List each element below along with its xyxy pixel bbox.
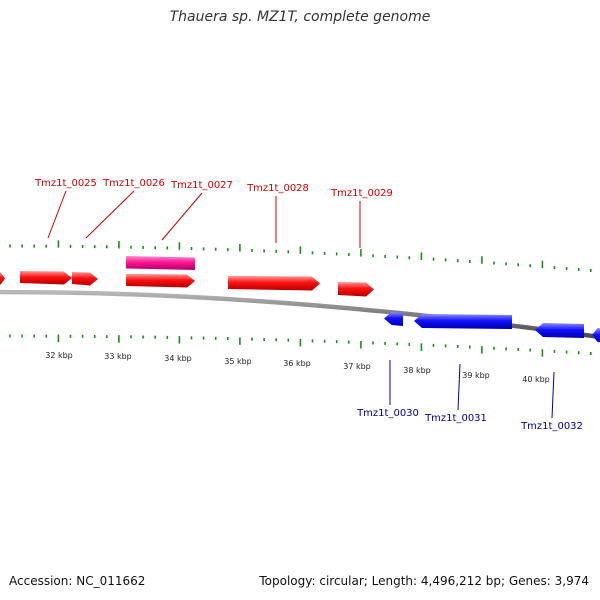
genome-summary-text: Topology: circular; Length: 4,496,212 bp… — [259, 574, 589, 588]
tick-label: 38 kbp — [403, 366, 431, 375]
forward-gene[interactable] — [72, 272, 98, 286]
reverse-gene[interactable] — [384, 312, 403, 326]
forward-gene[interactable] — [0, 272, 5, 285]
tick-label: 37 kbp — [343, 362, 371, 371]
map-title: Thauera sp. MZ1T, complete genome — [169, 9, 431, 25]
reverse-gene-label: Tmz1t_0031 — [424, 413, 487, 424]
forward-gene-label: Tmz1t_0025 — [34, 178, 97, 189]
forward-gene[interactable] — [126, 274, 195, 288]
reverse-strand-genes — [384, 312, 600, 343]
reverse-gene[interactable] — [535, 323, 584, 338]
gene-leader-line — [85, 190, 135, 239]
gene-leader-line — [47, 190, 67, 239]
reverse-gene-label: Tmz1t_0032 — [520, 421, 583, 432]
tick-label: 33 kbp — [104, 352, 132, 361]
reverse-gene[interactable] — [414, 314, 512, 329]
tick-label: 39 kbp — [462, 371, 490, 380]
forward-gene-label: Tmz1t_0026 — [102, 178, 165, 189]
tick-label: 35 kbp — [224, 357, 252, 366]
forward-strand-genes — [0, 256, 374, 297]
gene-leader-line — [161, 192, 203, 241]
upper-tick-track — [9, 240, 592, 272]
forward-gene-label: Tmz1t_0029 — [330, 188, 393, 199]
gene-leader-line — [457, 363, 461, 411]
gene-labels: Tmz1t_0025 Tmz1t_0026 Tmz1t_0027 Tmz1t_0028… — [34, 178, 583, 432]
tick-label: 40 kbp — [522, 375, 550, 384]
backbone — [0, 289, 600, 340]
forward-gene[interactable] — [338, 282, 374, 297]
gene-leader-line — [551, 371, 555, 419]
forward-gene-label: Tmz1t_0028 — [246, 183, 309, 194]
forward-gene-label: Tmz1t_0027 — [170, 180, 233, 191]
tick-label: 36 kbp — [283, 359, 311, 368]
reverse-gene[interactable] — [592, 328, 600, 343]
forward-gene[interactable] — [20, 271, 72, 285]
reverse-gene-label: Tmz1t_0030 — [356, 408, 419, 419]
lower-tick-track — [9, 334, 592, 357]
forward-gene[interactable] — [228, 276, 320, 291]
tick-label: 32 kbp — [45, 351, 73, 360]
tick-labels: 32 kbp 33 kbp 34 kbp 35 kbp 36 kbp 37 kbp 38 k… — [45, 351, 550, 384]
highlighted-gene[interactable] — [126, 256, 195, 270]
tick-label: 34 kbp — [164, 354, 192, 363]
accession-text: Accession: NC_011662 — [9, 574, 146, 588]
